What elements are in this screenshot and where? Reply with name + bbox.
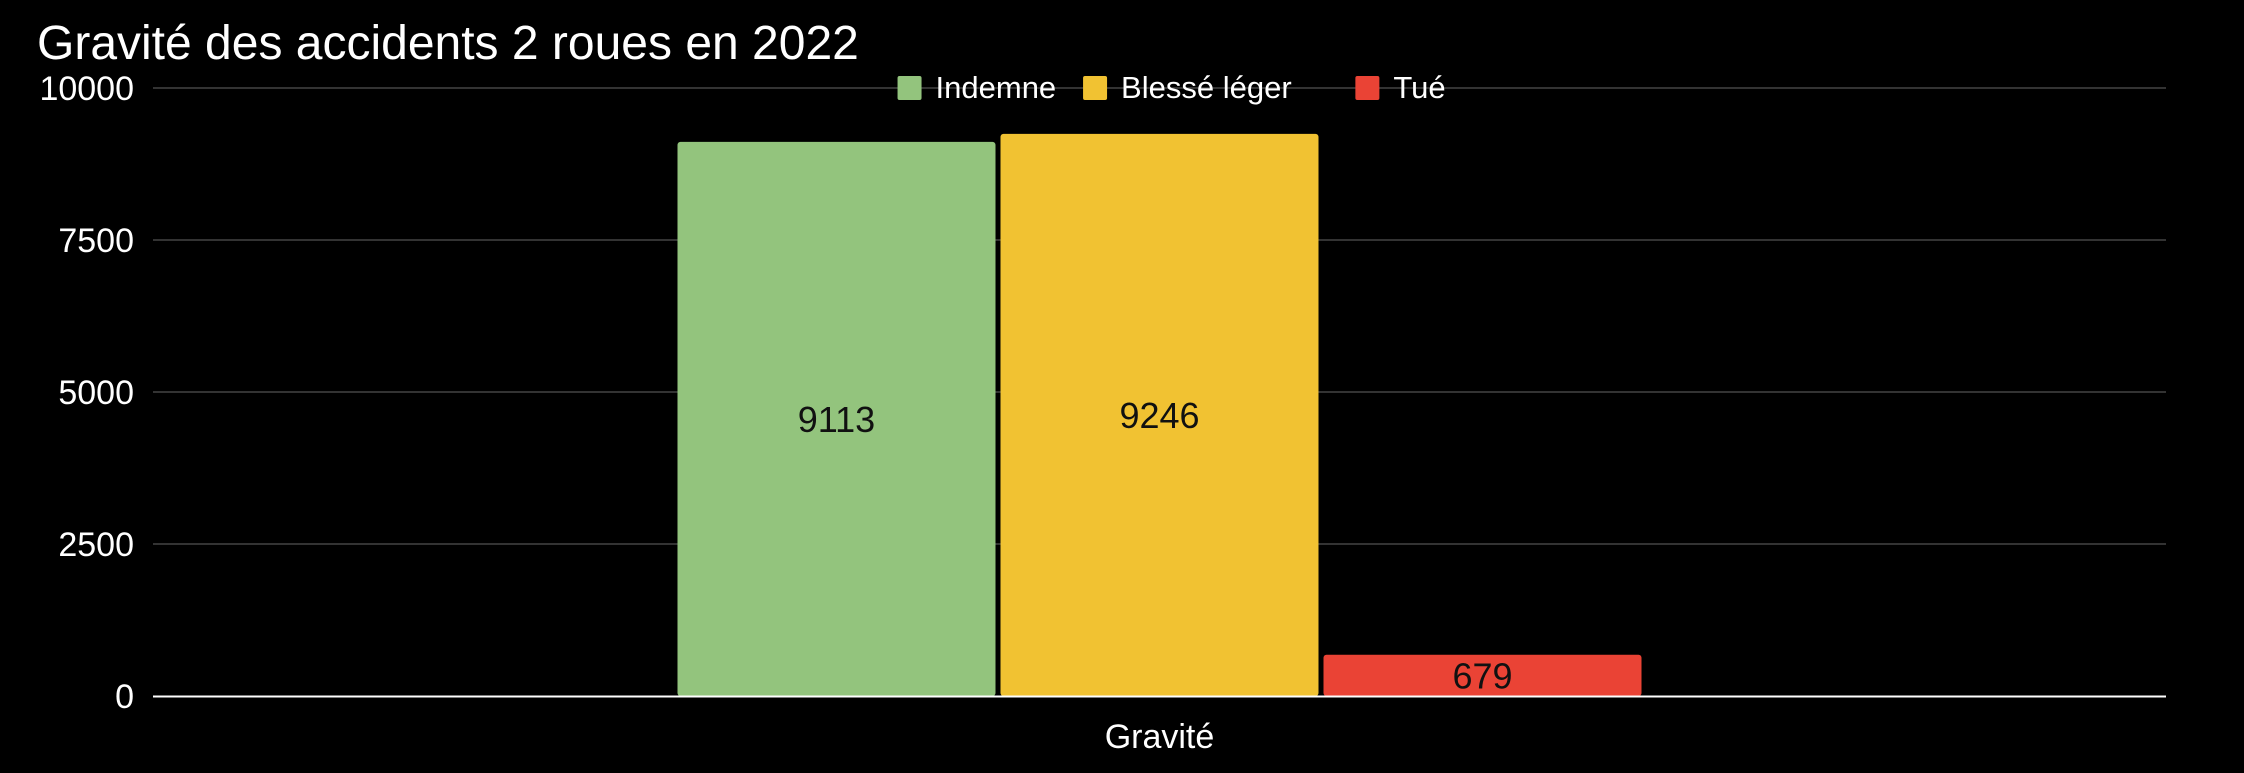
y-tick-label-2500: 2500 xyxy=(58,526,134,564)
y-tick-label-10000: 10000 xyxy=(39,70,134,108)
legend-label-indemne: Indemne xyxy=(936,70,1057,105)
y-axis-ticks: 0 2500 5000 7500 10000 xyxy=(39,70,134,716)
chart-title: Gravité des accidents 2 roues en 2022 xyxy=(37,17,859,70)
data-label-bless-l-ger: 9246 xyxy=(1119,395,1199,436)
bar-tu- xyxy=(1323,654,1642,696)
data-label-tu-: 679 xyxy=(1452,655,1512,696)
y-tick-label-0: 0 xyxy=(115,678,134,716)
legend-label-tu-: Tué xyxy=(1393,70,1445,105)
x-axis-ticks: Gravité xyxy=(1105,718,1215,756)
legend: Indemne Blessé léger Tué xyxy=(897,70,1446,105)
data-label-indemne: 9113 xyxy=(798,399,875,440)
y-tick-label-5000: 5000 xyxy=(58,374,134,412)
legend-swatch-bless-l-ger xyxy=(1083,76,1108,100)
legend-swatch-tu- xyxy=(1355,76,1380,100)
data-labels: 9113 9246 679 xyxy=(798,395,1513,696)
y-tick-label-7500: 7500 xyxy=(58,222,134,260)
bar-indemne xyxy=(677,141,996,697)
bar-bless-l-ger xyxy=(1000,133,1319,696)
bars xyxy=(677,133,1642,697)
legend-swatch-indemne xyxy=(897,76,922,100)
legend-label-bless-l-ger: Blessé léger xyxy=(1121,70,1292,105)
x-axis-label: Gravité xyxy=(1105,718,1215,756)
